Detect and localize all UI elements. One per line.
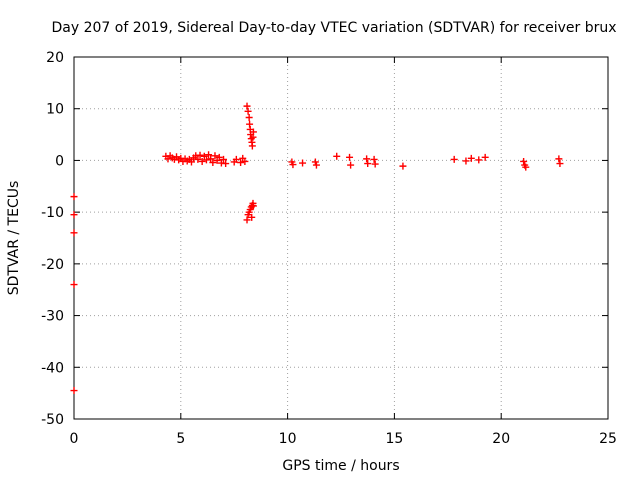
data-point	[207, 155, 215, 163]
data-point	[209, 158, 217, 166]
data-point	[196, 151, 204, 159]
data-point	[200, 152, 208, 160]
y-axis-label: SDTVAR / TECUs	[6, 181, 22, 296]
data-point	[333, 152, 341, 160]
data-point	[299, 159, 307, 167]
data-point	[220, 155, 228, 163]
data-point	[70, 229, 78, 237]
x-tick-label: 20	[492, 431, 510, 447]
data-point	[347, 161, 355, 169]
data-point	[245, 114, 253, 122]
data-point	[370, 155, 378, 163]
data-point	[70, 193, 78, 201]
data-point	[243, 216, 251, 224]
data-point	[205, 151, 213, 159]
data-points	[70, 102, 564, 395]
data-point	[475, 156, 483, 164]
data-point	[249, 128, 257, 136]
data-point	[249, 202, 257, 210]
data-point	[198, 157, 206, 165]
grid-lines	[74, 57, 608, 419]
data-point	[467, 154, 475, 162]
chart-title: Day 207 of 2019, Sidereal Day-to-day VTE…	[51, 20, 616, 36]
data-point	[399, 162, 407, 170]
x-tick-label: 25	[599, 431, 617, 447]
data-point	[522, 163, 530, 171]
data-point	[311, 158, 319, 166]
data-point	[70, 211, 78, 219]
data-point	[215, 153, 223, 161]
data-point	[364, 160, 372, 168]
data-point	[241, 157, 249, 165]
data-point	[194, 155, 202, 163]
data-point	[481, 153, 489, 161]
data-point	[556, 160, 564, 168]
data-point	[346, 153, 354, 161]
x-tick-label: 10	[279, 431, 297, 447]
y-tick-label: 20	[46, 50, 64, 66]
data-point	[248, 142, 256, 150]
data-point	[202, 156, 210, 164]
data-point	[462, 157, 470, 165]
data-point	[243, 102, 251, 110]
data-point	[237, 158, 245, 166]
x-tick-labels: 0 5 10 15 20 25	[70, 431, 617, 447]
data-point	[70, 387, 78, 395]
y-tick-label: -40	[41, 360, 64, 376]
data-point	[371, 160, 379, 168]
x-tick-label: 15	[385, 431, 403, 447]
x-axis-label: GPS time / hours	[282, 458, 399, 474]
y-tick-label: -20	[41, 257, 64, 273]
y-tick-label: 0	[55, 153, 64, 169]
plot-frame	[73, 56, 609, 420]
data-point	[248, 213, 256, 221]
x-tick-label: 5	[176, 431, 185, 447]
data-point	[555, 155, 563, 163]
y-tick-label: -30	[41, 309, 64, 325]
data-point	[232, 155, 240, 163]
data-point	[70, 281, 78, 289]
data-point	[520, 157, 528, 165]
data-point	[222, 160, 230, 168]
data-point	[312, 161, 320, 169]
x-tick-label: 0	[70, 431, 79, 447]
data-point	[244, 107, 252, 115]
y-tick-label: 10	[46, 102, 64, 118]
y-tick-labels: 20 10 0 -10 -20 -30 -40 -50	[41, 50, 64, 428]
y-tick-label: -50	[41, 412, 64, 428]
data-point	[187, 158, 195, 166]
y-tick-label: -10	[41, 205, 64, 221]
data-point	[363, 155, 371, 163]
tick-marks	[73, 56, 609, 420]
data-point	[211, 152, 219, 160]
data-point	[450, 155, 458, 163]
data-point	[289, 161, 297, 169]
